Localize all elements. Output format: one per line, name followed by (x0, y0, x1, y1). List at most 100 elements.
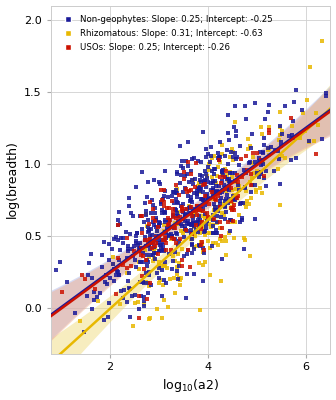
Point (233, 128, 239, 134)
Point (189, 220, 194, 227)
Point (266, 130, 272, 136)
Point (215, 164, 220, 170)
Point (113, 234, 118, 240)
Point (323, 92, 328, 99)
Point (222, 152, 228, 159)
Point (162, 228, 167, 234)
Point (236, 187, 242, 194)
Point (73, 310, 78, 316)
Point (218, 214, 223, 220)
Point (242, 185, 248, 191)
Point (287, 133, 292, 140)
Point (155, 228, 160, 235)
Point (192, 229, 197, 235)
Point (120, 235, 126, 241)
Point (272, 146, 278, 153)
Point (157, 261, 162, 268)
Point (137, 259, 143, 265)
Point (213, 183, 218, 190)
Point (173, 215, 178, 222)
Point (198, 184, 204, 191)
Point (254, 150, 260, 156)
Point (306, 139, 312, 145)
Point (226, 230, 232, 236)
Point (146, 236, 152, 243)
Point (237, 212, 242, 218)
Point (177, 282, 182, 288)
Point (200, 182, 205, 188)
Point (201, 248, 206, 255)
Point (180, 201, 185, 208)
Point (185, 139, 190, 145)
Point (170, 210, 175, 216)
Point (170, 253, 176, 260)
Point (205, 238, 210, 244)
Point (195, 194, 200, 200)
Point (207, 272, 212, 278)
Point (147, 316, 152, 322)
Point (130, 252, 135, 259)
Point (198, 158, 204, 165)
Point (176, 219, 182, 226)
Point (216, 183, 221, 189)
Point (248, 142, 253, 149)
Point (154, 269, 159, 276)
Point (127, 314, 132, 320)
Point (212, 178, 217, 184)
Point (178, 143, 183, 149)
Point (106, 314, 111, 320)
Point (195, 186, 200, 193)
Point (160, 239, 165, 246)
Point (248, 159, 253, 165)
Point (222, 182, 227, 189)
Point (92, 289, 97, 296)
Point (138, 245, 144, 252)
Point (198, 171, 203, 178)
Point (212, 204, 217, 210)
Point (162, 248, 167, 254)
Point (189, 199, 194, 206)
Point (146, 269, 151, 276)
Point (180, 165, 185, 171)
Point (198, 222, 204, 229)
Point (116, 272, 122, 278)
Point (254, 170, 260, 177)
Point (261, 173, 267, 180)
Point (168, 276, 173, 282)
Point (193, 220, 198, 226)
Point (187, 263, 193, 270)
Point (195, 228, 201, 235)
Point (205, 214, 210, 220)
Point (154, 217, 159, 223)
Point (160, 197, 165, 203)
Point (223, 237, 229, 244)
Point (234, 195, 240, 202)
Point (299, 107, 304, 114)
Point (181, 176, 187, 182)
Point (236, 162, 242, 168)
Point (266, 126, 272, 133)
Point (230, 174, 235, 180)
Point (244, 167, 249, 173)
Point (165, 194, 170, 200)
Point (252, 170, 257, 176)
Point (223, 209, 229, 215)
Point (180, 209, 185, 216)
Point (218, 233, 224, 240)
Point (188, 197, 193, 203)
Point (211, 230, 216, 236)
Point (249, 175, 255, 181)
Point (156, 178, 162, 185)
Point (213, 230, 218, 236)
Point (157, 248, 163, 254)
Point (226, 178, 231, 184)
Point (101, 238, 106, 245)
Point (161, 199, 167, 206)
Point (156, 224, 161, 231)
Point (266, 152, 272, 158)
Point (225, 130, 231, 136)
Point (217, 235, 222, 242)
Point (148, 282, 153, 289)
Point (215, 155, 221, 161)
Point (217, 204, 223, 210)
